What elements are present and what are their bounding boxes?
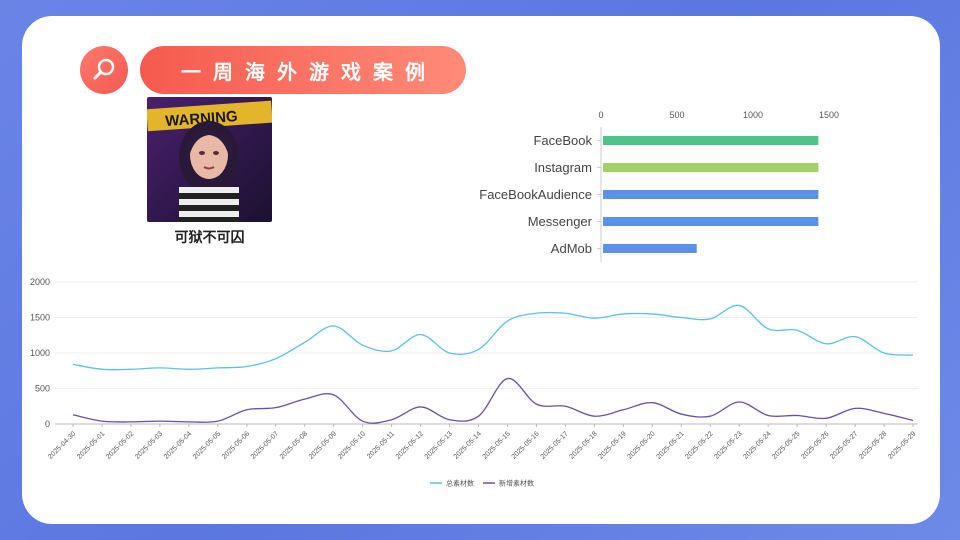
series-line: [72, 377, 914, 424]
line-x-tick-label: 2025-05-06: [221, 430, 251, 460]
line-x-tick-label: 2025-05-25: [771, 430, 801, 460]
line-x-tick-label: 2025-05-14: [453, 430, 483, 460]
line-x-tick-label: 2025-05-24: [742, 430, 772, 460]
line-y-tick-label: 0: [45, 419, 50, 429]
line-y-tick-label: 500: [35, 384, 50, 394]
bar: [603, 163, 819, 172]
line-x-tick-label: 2025-05-21: [655, 430, 685, 460]
line-x-tick-label: 2025-05-09: [308, 430, 338, 460]
line-x-tick-label: 2025-05-02: [105, 430, 135, 460]
bar: [603, 136, 819, 145]
line-x-tick-label: 2025-05-15: [482, 430, 512, 460]
bar: [603, 190, 819, 199]
line-x-tick-label: 2025-05-29: [887, 430, 917, 460]
game-name: 可狱不可囚: [174, 230, 245, 246]
line-x-tick-label: 2025-05-23: [713, 430, 743, 460]
bar-x-tick-label: 1000: [743, 110, 763, 120]
line-x-tick-label: 2025-05-19: [597, 430, 627, 460]
page-title: 一周海外游戏案例: [140, 46, 466, 94]
line-x-tick-label: 2025-05-28: [858, 430, 888, 460]
line-x-tick-label: 2025-04-30: [47, 430, 77, 460]
bar-category-label: FaceBook: [533, 133, 592, 148]
line-y-tick-label: 1000: [30, 348, 50, 358]
line-x-tick-label: 2025-05-27: [829, 430, 859, 460]
bar-category-label: Messenger: [528, 214, 593, 229]
line-x-tick-label: 2025-05-05: [192, 430, 222, 460]
bar: [603, 244, 697, 253]
line-x-tick-label: 2025-05-03: [134, 430, 164, 460]
bar-category-label: AdMob: [551, 241, 592, 256]
bar-x-tick-label: 500: [669, 110, 684, 120]
line-x-tick-label: 2025-05-13: [424, 430, 454, 460]
bar-category-label: Instagram: [534, 160, 592, 175]
bar-category-label: FaceBookAudience: [479, 187, 592, 202]
series-line: [72, 304, 914, 371]
line-x-tick-label: 2025-05-22: [684, 430, 714, 460]
line-x-tick-label: 2025-05-16: [511, 430, 541, 460]
line-x-tick-label: 2025-05-12: [395, 430, 425, 460]
line-x-tick-label: 2025-05-20: [626, 430, 656, 460]
bar-x-tick-label: 1500: [819, 110, 839, 120]
line-x-tick-label: 2025-05-17: [540, 430, 570, 460]
line-x-tick-label: 2025-05-07: [250, 430, 280, 460]
line-x-tick-label: 2025-05-08: [279, 430, 309, 460]
line-y-tick-label: 1500: [30, 313, 50, 323]
bar: [603, 217, 819, 226]
line-x-tick-label: 2025-05-01: [76, 430, 106, 460]
line-x-tick-label: 2025-05-11: [366, 430, 396, 460]
line-x-tick-label: 2025-05-10: [337, 430, 367, 460]
game-cover-image: WARNING: [147, 97, 272, 222]
legend-label: 总素材数: [446, 479, 474, 488]
line-y-tick-label: 2000: [30, 277, 50, 287]
line-x-tick-label: 2025-05-26: [800, 430, 830, 460]
line-x-tick-label: 2025-05-18: [569, 430, 599, 460]
bar-x-tick-label: 0: [598, 110, 603, 120]
legend-label: 新增素材数: [499, 479, 534, 488]
line-x-tick-label: 2025-05-04: [163, 430, 193, 460]
search-icon: [80, 46, 128, 94]
